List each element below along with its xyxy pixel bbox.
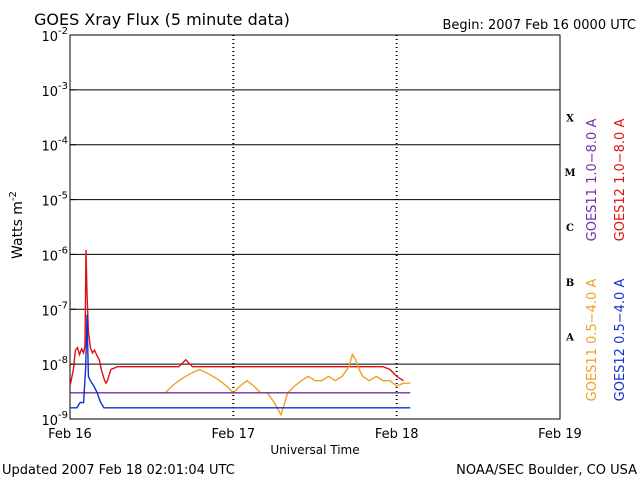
y-axis-label-superscript: -2 (8, 191, 19, 201)
x-axis-label: Universal Time (270, 443, 359, 457)
class-band-label: B (566, 278, 574, 289)
y-tick-exponent: -8 (58, 355, 68, 366)
y-tick-label: 10-5 (41, 191, 68, 210)
x-tick-label: Feb 17 (211, 427, 255, 442)
y-tick-label: 10-8 (41, 355, 68, 374)
y-tick-label: 10-3 (41, 81, 68, 100)
y-tick-label: 10-2 (41, 26, 68, 45)
class-band-label: M (564, 168, 575, 179)
y-tick-label: 10-9 (41, 410, 68, 429)
y-axis-label: Watts m-2 (8, 191, 26, 259)
grid (70, 34, 560, 420)
series-line (69, 250, 404, 387)
y-tick-exponent: -6 (58, 245, 68, 256)
y-tick-exponent: -9 (58, 410, 68, 421)
x-tick-label: Feb 16 (48, 427, 92, 442)
y-tick-label: 10-7 (41, 300, 68, 319)
class-band-label: C (566, 223, 574, 234)
y-tick-exponent: -2 (58, 26, 68, 37)
class-band-labels: A B C M X (564, 113, 575, 343)
legend-entry: GOES12 0.5−4.0 A (613, 279, 628, 402)
y-tick-base: 10 (41, 414, 58, 429)
x-tick-label: Feb 19 (538, 427, 582, 442)
legend-entry: GOES11 0.5−4.0 A (585, 279, 600, 402)
y-tick-base: 10 (41, 249, 58, 264)
y-tick-base: 10 (41, 85, 58, 100)
y-tick-exponent: -3 (58, 81, 68, 92)
y-tick-labels: 10-910-810-710-610-510-410-310-2 (41, 26, 68, 429)
y-tick-base: 10 (41, 140, 58, 155)
legend-entry: GOES11 1.0−8.0 A (585, 119, 600, 242)
y-tick-label: 10-6 (41, 245, 68, 264)
y-tick-exponent: -5 (58, 191, 68, 202)
y-tick-base: 10 (41, 359, 58, 374)
x-tick-labels: Feb 16 Feb 17 Feb 18 Feb 19 (48, 427, 582, 442)
begin-label: Begin: 2007 Feb 16 0000 UTC (442, 18, 636, 33)
class-band-label: A (565, 333, 574, 344)
y-tick-label: 10-4 (41, 136, 68, 155)
updated-timestamp: Updated 2007 Feb 18 02:01:04 UTC (2, 463, 235, 478)
x-tick-label: Feb 18 (375, 427, 419, 442)
y-tick-exponent: -7 (58, 300, 68, 311)
series-group (69, 250, 411, 417)
legend-entry: GOES12 1.0−8.0 A (613, 119, 628, 242)
series-line (70, 314, 411, 409)
credit-label: NOAA/SEC Boulder, CO USA (456, 463, 637, 478)
legend: GOES11 1.0−8.0 A GOES12 1.0−8.0 A GOES11 0… (585, 119, 628, 402)
y-axis-label-text: Watts m (10, 201, 26, 259)
y-tick-base: 10 (41, 195, 58, 210)
y-tick-exponent: -4 (58, 136, 68, 147)
y-tick-base: 10 (41, 30, 58, 45)
y-tick-base: 10 (41, 304, 58, 319)
plot-frame (69, 34, 561, 420)
chart-title: GOES Xray Flux (5 minute data) (34, 10, 290, 29)
class-band-label: X (566, 113, 574, 124)
series-line (164, 352, 411, 417)
